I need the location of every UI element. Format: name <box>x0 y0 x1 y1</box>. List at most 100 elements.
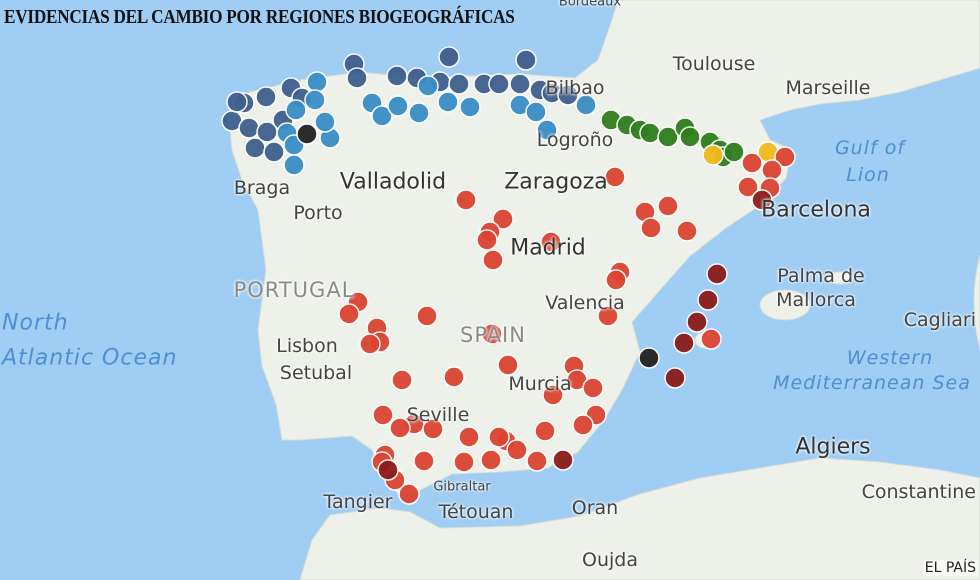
marker-red[interactable] <box>572 414 594 436</box>
marker-red[interactable] <box>458 426 480 448</box>
marker-dark-blue[interactable] <box>255 86 277 108</box>
place-label-marseille: Marseille <box>785 77 871 99</box>
marker-red[interactable] <box>413 450 435 472</box>
marker-red[interactable] <box>453 451 475 473</box>
marker-red[interactable] <box>741 152 763 174</box>
marker-green[interactable] <box>657 126 679 148</box>
marker-red[interactable] <box>482 249 504 271</box>
marker-dark-blue[interactable] <box>515 49 537 71</box>
place-label-atl1: North <box>2 310 69 336</box>
iberia-france-landmass <box>227 0 980 497</box>
marker-black[interactable] <box>296 123 318 145</box>
marker-light-blue[interactable] <box>371 105 393 127</box>
marker-red[interactable] <box>604 166 626 188</box>
marker-dark-red[interactable] <box>751 189 773 211</box>
marker-dark-blue[interactable] <box>244 137 266 159</box>
marker-red[interactable] <box>481 323 503 345</box>
marker-dark-red[interactable] <box>697 289 719 311</box>
place-label-algiers: Algiers <box>795 434 871 460</box>
place-label-cagliari: Cagliari <box>903 309 976 331</box>
marker-red[interactable] <box>480 449 502 471</box>
marker-red[interactable] <box>492 208 514 230</box>
marker-red[interactable] <box>497 354 519 376</box>
marker-red[interactable] <box>398 483 420 505</box>
marker-green[interactable] <box>679 126 701 148</box>
place-label-braga: Braga <box>233 177 291 199</box>
marker-black[interactable] <box>638 347 660 369</box>
marker-red[interactable] <box>455 189 477 211</box>
marker-red[interactable] <box>582 377 604 399</box>
marker-red[interactable] <box>640 217 662 239</box>
marker-red[interactable] <box>416 305 438 327</box>
place-label-oujda: Oujda <box>582 549 638 571</box>
marker-red[interactable] <box>359 333 381 355</box>
marker-dark-red[interactable] <box>377 459 399 481</box>
marker-red[interactable] <box>676 220 698 242</box>
marker-red[interactable] <box>338 303 360 325</box>
marker-dark-blue[interactable] <box>557 84 579 106</box>
marker-light-blue[interactable] <box>525 101 547 123</box>
marker-dark-blue[interactable] <box>263 141 285 163</box>
marker-red[interactable] <box>737 176 759 198</box>
marker-red[interactable] <box>542 384 564 406</box>
place-label-setubal: Setubal <box>279 362 353 384</box>
place-label-gulf2: Lion <box>846 164 890 186</box>
marker-red[interactable] <box>391 369 413 391</box>
marker-light-blue[interactable] <box>417 75 439 97</box>
marker-green[interactable] <box>639 122 661 144</box>
marker-dark-blue[interactable] <box>226 91 248 113</box>
marker-light-blue[interactable] <box>306 71 328 93</box>
marker-red[interactable] <box>422 418 444 440</box>
marker-red[interactable] <box>506 439 528 461</box>
marker-dark-blue[interactable] <box>346 67 368 89</box>
marker-red[interactable] <box>761 159 783 181</box>
marker-light-blue[interactable] <box>304 89 326 111</box>
marker-green[interactable] <box>723 141 745 163</box>
marker-red[interactable] <box>597 305 619 327</box>
marker-light-blue[interactable] <box>408 102 430 124</box>
marker-light-blue[interactable] <box>283 154 305 176</box>
marker-red[interactable] <box>534 420 556 442</box>
marker-red[interactable] <box>372 404 394 426</box>
marker-dark-blue[interactable] <box>448 73 470 95</box>
marker-light-blue[interactable] <box>387 95 409 117</box>
marker-light-blue[interactable] <box>314 111 336 133</box>
place-label-portugal: PORTUGAL <box>233 278 355 302</box>
marker-red[interactable] <box>389 417 411 439</box>
marker-light-blue[interactable] <box>285 99 307 121</box>
sardinia-island <box>973 254 980 351</box>
marker-dark-red[interactable] <box>552 449 574 471</box>
place-label-constantine: Constantine <box>861 481 976 503</box>
marker-yellow[interactable] <box>702 144 724 166</box>
marker-dark-blue[interactable] <box>488 73 510 95</box>
marker-light-blue[interactable] <box>437 91 459 113</box>
marker-dark-blue[interactable] <box>238 117 260 139</box>
place-label-med2: Mediterranean Sea <box>773 372 971 394</box>
marker-red[interactable] <box>605 269 627 291</box>
marker-red[interactable] <box>657 195 679 217</box>
marker-dark-blue[interactable] <box>386 65 408 87</box>
marker-red[interactable] <box>540 231 562 253</box>
place-label-logrono: Logroño <box>536 129 614 151</box>
marker-red[interactable] <box>488 426 510 448</box>
marker-light-blue[interactable] <box>575 94 597 116</box>
place-label-porto: Porto <box>293 202 343 224</box>
marker-red[interactable] <box>774 146 796 168</box>
marker-red[interactable] <box>526 450 548 472</box>
marker-dark-red[interactable] <box>686 311 708 333</box>
place-label-toulouse: Toulouse <box>672 53 756 75</box>
marker-dark-blue[interactable] <box>509 73 531 95</box>
north-africa-landmass <box>299 457 980 580</box>
marker-red[interactable] <box>476 229 498 251</box>
marker-dark-red[interactable] <box>673 332 695 354</box>
marker-dark-red[interactable] <box>706 263 728 285</box>
place-label-valladolid: Valladolid <box>339 169 447 195</box>
marker-red[interactable] <box>443 366 465 388</box>
marker-dark-blue[interactable] <box>438 46 460 68</box>
land <box>227 0 980 580</box>
marker-light-blue[interactable] <box>459 96 481 118</box>
marker-light-blue[interactable] <box>536 119 558 141</box>
marker-dark-red[interactable] <box>664 367 686 389</box>
marker-red[interactable] <box>700 328 722 350</box>
